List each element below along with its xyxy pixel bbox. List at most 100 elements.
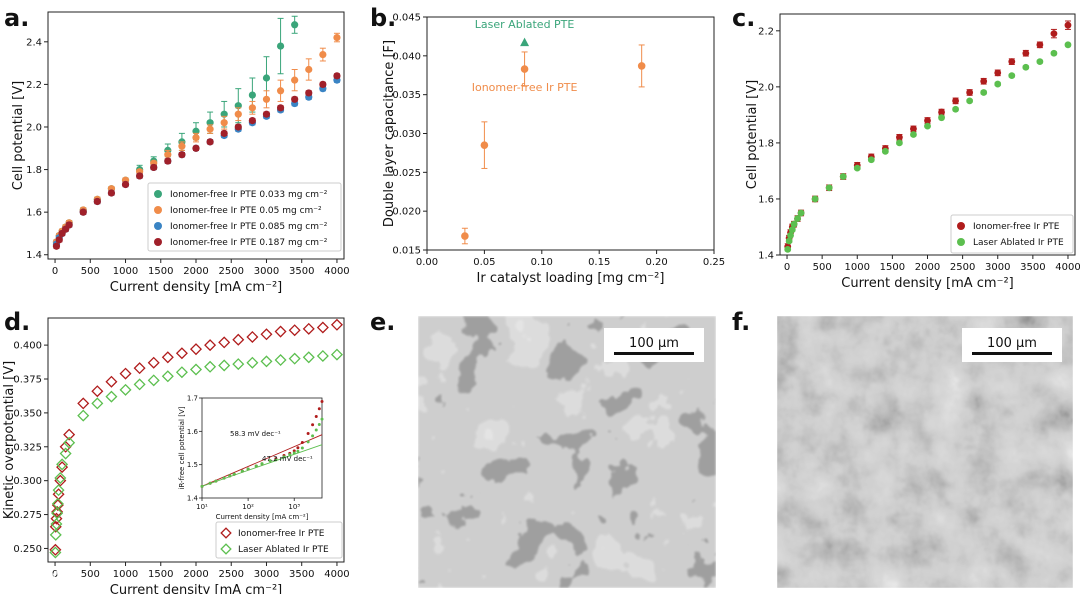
d-x-tick-label: 1500: [148, 569, 173, 580]
b-y-tick-label: 0.025: [392, 168, 421, 179]
a-legend-label: Ionomer-free Ir PTE 0.033 mg cm⁻²: [170, 190, 328, 200]
c-series2-point: [788, 226, 796, 234]
c-series2-point: [867, 156, 875, 164]
panel-label-e: e.: [370, 308, 395, 336]
c-legend-label: Ionomer-free Ir PTE: [973, 222, 1060, 232]
d-series2-point: [316, 349, 329, 362]
d-series2-point: [51, 507, 64, 520]
d-inset-point-1: [300, 440, 304, 444]
d-series2-point: [274, 354, 287, 367]
d-series1-point: [316, 321, 329, 334]
c-series1-point: [966, 89, 974, 96]
a-x-tick-label: 1000: [113, 266, 138, 277]
d-inset-point-1: [320, 399, 324, 403]
d-series2-point: [175, 366, 188, 379]
d-inset-point-2: [268, 459, 272, 463]
d-legend-box: [215, 521, 343, 559]
a-series2-point: [178, 142, 186, 150]
d-series2-point: [189, 363, 203, 376]
b-x-tick-label: 0.20: [645, 257, 667, 268]
b-series1-point: [637, 62, 646, 70]
scale-bar-e: [614, 352, 694, 355]
b-annotation-1: Laser Ablated PTE: [475, 18, 575, 31]
panel-label-b: b.: [370, 4, 396, 32]
d-y-tick-label: 0.375: [13, 375, 42, 386]
d-series1-point: [204, 339, 217, 352]
c-series2-point: [980, 89, 988, 96]
d-x-tick-label: 500: [81, 569, 100, 580]
a-legend-marker: [154, 190, 162, 198]
c-series2-point: [994, 80, 1002, 88]
a-series4-point: [262, 110, 271, 118]
panel-label-f: f.: [732, 308, 750, 336]
c-y-tick-label: 1.4: [758, 251, 774, 262]
d-y-axis-label: Kinetic overpotential [V]: [2, 361, 17, 519]
a-series2-point: [262, 95, 271, 103]
d-inset-point-2: [300, 446, 304, 450]
d-series1-point: [161, 351, 174, 364]
d-x-tick-label: 1000: [113, 569, 138, 580]
d-series2-point: [218, 359, 231, 372]
d-series2-point: [77, 409, 90, 422]
d-series1-point: [302, 322, 315, 335]
a-series4-point: [319, 80, 327, 88]
d-x-tick-label: 2000: [183, 569, 208, 580]
a-legend-label: Ionomer-free Ir PTE 0.187 mg cm⁻²: [170, 238, 328, 248]
c-x-tick-label: 1000: [845, 262, 870, 273]
c-series2-point: [896, 139, 903, 147]
b-y-tick-label: 0.045: [392, 13, 421, 24]
d-inset-point-2: [214, 479, 218, 483]
d-x-tick-label: 0: [52, 569, 58, 580]
c-series2-point: [853, 164, 861, 172]
c-series2-point: [924, 122, 931, 130]
a-series4-point: [248, 116, 256, 125]
b-x-tick-label: 0.00: [416, 257, 438, 268]
a-series4-point: [178, 151, 186, 159]
b-y-axis-label: Double layer capacitance [F]: [382, 40, 397, 227]
d-series2-point: [56, 458, 69, 471]
a-series1-point: [291, 21, 299, 29]
d-series1-point: [330, 318, 343, 331]
d-series2-point: [330, 348, 343, 361]
c-series2-point: [1036, 58, 1044, 66]
d-inset-point-1: [296, 446, 300, 450]
d-series1-point: [218, 336, 231, 349]
d-inset-point-2: [240, 469, 244, 473]
a-x-tick-label: 1500: [148, 266, 173, 277]
c-series2-point: [797, 209, 805, 217]
d-y-tick-label: 0.400: [13, 341, 42, 352]
c-legend-marker: [957, 238, 965, 246]
d-series2-point: [91, 397, 104, 410]
d-inset-point-1: [311, 423, 315, 427]
a-series2-point: [333, 33, 341, 42]
d-series1-point: [91, 385, 104, 398]
c-y-axis-label: Cell potential [V]: [745, 80, 760, 189]
a-x-tick-label: 3500: [289, 266, 314, 277]
d-inset-x-tick-label: 10³: [288, 503, 300, 511]
d-series1-point: [147, 356, 160, 369]
d-series2-point: [49, 546, 62, 559]
a-x-tick-label: 3000: [254, 266, 279, 277]
d-inset-x-tick-label: 10¹: [196, 503, 208, 511]
c-series1-point: [952, 97, 959, 105]
d-series2-point: [50, 518, 63, 531]
c-x-tick-label: 1500: [880, 262, 905, 273]
d-y-tick-label: 0.275: [13, 510, 42, 521]
a-x-tick-label: 0: [52, 266, 58, 277]
a-y-tick-label: 2.2: [26, 80, 42, 91]
c-series1-point: [1064, 21, 1072, 29]
d-series2-point: [302, 351, 315, 364]
c-series2-point: [825, 184, 833, 192]
d-series1-point: [175, 347, 188, 360]
d-inset-point-2: [208, 481, 212, 485]
d-inset-point-2: [254, 464, 258, 468]
a-y-tick-label: 1.4: [26, 250, 42, 261]
a-series1-point: [262, 74, 271, 82]
d-y-tick-label: 0.300: [13, 476, 42, 487]
c-x-tick-label: 500: [813, 262, 832, 273]
a-series2-point: [319, 50, 327, 59]
d-series2-point: [105, 390, 118, 403]
scale-box-f: [962, 328, 1062, 362]
c-y-tick-label: 2.0: [758, 82, 774, 93]
b-series2-point: [520, 37, 530, 47]
